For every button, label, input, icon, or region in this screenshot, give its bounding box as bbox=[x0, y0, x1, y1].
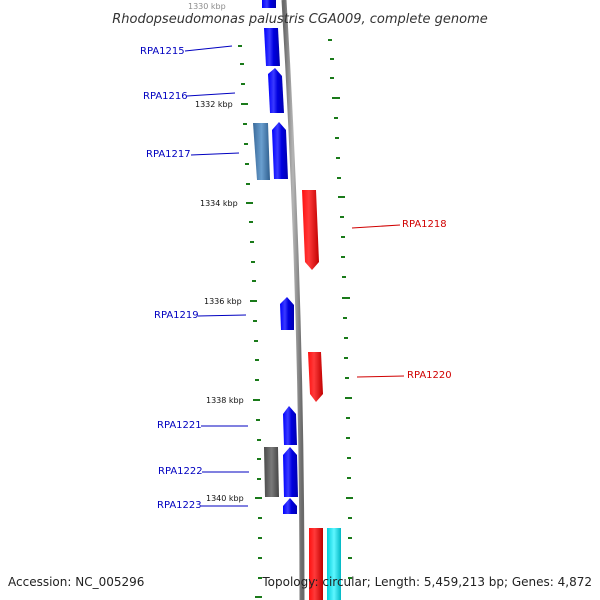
ruler-label-1340: 1340 kbp bbox=[206, 494, 244, 503]
ruler-label-1332: 1332 kbp bbox=[195, 100, 233, 109]
accession-text: Accession: NC_005296 bbox=[8, 575, 144, 589]
genome-backbone bbox=[281, 0, 305, 600]
gene-arrow-rpa1222[interactable] bbox=[283, 447, 298, 497]
ruler-left-ticks bbox=[238, 45, 262, 598]
gene-arrow-rpa1223[interactable] bbox=[283, 498, 297, 514]
gene-arrow-rpa1221[interactable] bbox=[283, 406, 297, 445]
gene-label-rpa1223[interactable]: RPA1223 bbox=[157, 500, 202, 511]
gene-label-rpa1215[interactable]: RPA1215 bbox=[140, 46, 185, 57]
gene-arrow-rpa1219[interactable] bbox=[280, 297, 294, 330]
gene-arrow-rpa1218[interactable] bbox=[302, 190, 319, 270]
gene-arrow-rpa1220[interactable] bbox=[308, 352, 323, 402]
gene-arrow-rpa1217[interactable] bbox=[272, 122, 288, 179]
ruler-label-1338: 1338 kbp bbox=[206, 396, 244, 405]
genome-summary-text: Topology: circular; Length: 5,459,213 bp… bbox=[261, 575, 592, 589]
ruler-label-1336: 1336 kbp bbox=[204, 297, 242, 306]
label-leader-lines bbox=[184, 45, 405, 507]
gene-arrow-rpa1215[interactable] bbox=[264, 28, 280, 66]
gene-arrow-rpa1216[interactable] bbox=[268, 68, 284, 113]
rna-feature-bottom-cyan[interactable] bbox=[327, 528, 341, 600]
ruler-right-ticks bbox=[328, 39, 353, 579]
gene-label-rpa1222[interactable]: RPA1222 bbox=[158, 466, 203, 477]
gene-label-rpa1220[interactable]: RPA1220 bbox=[407, 370, 452, 381]
gene-label-rpa1221[interactable]: RPA1221 bbox=[157, 420, 202, 431]
gene-arrow-bottom-red[interactable] bbox=[309, 528, 323, 600]
map-title: Rhodopseudomonas palustris CGA009, compl… bbox=[112, 12, 488, 27]
gene-label-rpa1217[interactable]: RPA1217 bbox=[146, 149, 191, 160]
gene-arrow-top-partial[interactable] bbox=[262, 0, 276, 8]
pseudo-gene-rpa1217[interactable] bbox=[253, 123, 270, 180]
gene-label-rpa1219[interactable]: RPA1219 bbox=[154, 310, 199, 321]
ruler-label-1330: 1330 kbp bbox=[188, 2, 226, 11]
gene-label-rpa1218[interactable]: RPA1218 bbox=[402, 219, 447, 230]
pseudo-gene-rpa1222[interactable] bbox=[264, 447, 279, 497]
ruler-label-1334: 1334 kbp bbox=[200, 199, 238, 208]
gene-label-rpa1216[interactable]: RPA1216 bbox=[143, 91, 188, 102]
